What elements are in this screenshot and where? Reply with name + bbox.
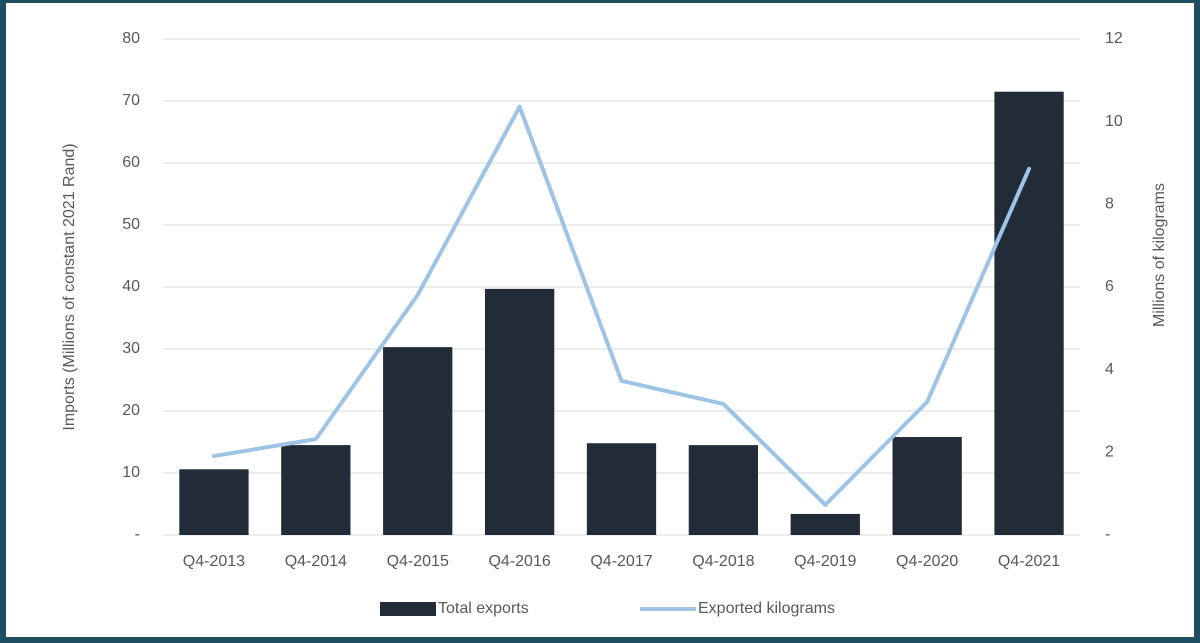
y-tick-label: 20: [122, 402, 140, 419]
legend-swatch: [380, 602, 436, 616]
line: [211, 104, 1032, 507]
x-tick-label: Q4-2019: [794, 553, 856, 570]
bar: [892, 437, 962, 535]
y2-tick-label: 4: [1105, 361, 1114, 378]
x-tick-label: Q4-2018: [692, 553, 754, 570]
bar: [586, 443, 657, 535]
legend-label: Total exports: [438, 600, 529, 617]
x-tick-label: Q4-2020: [896, 553, 958, 570]
y2-axis-label: Millions of kilograms: [1151, 183, 1168, 327]
y-tick-label: 10: [122, 464, 140, 481]
x-tick-label: Q4-2015: [387, 553, 449, 570]
y-tick-label: 80: [122, 30, 140, 47]
y-tick-label: 30: [122, 340, 140, 357]
y2-tick-label: 2: [1105, 444, 1114, 461]
x-tick-label: Q4-2017: [590, 553, 652, 570]
bar: [281, 445, 351, 535]
x-tick-label: Q4-2013: [183, 553, 245, 570]
y-tick-label: 50: [122, 216, 140, 233]
bar: [383, 347, 453, 535]
y-tick-label: 40: [122, 278, 140, 295]
bar: [994, 91, 1064, 535]
bar: [790, 513, 860, 535]
x-tick-label: Q4-2021: [998, 553, 1060, 570]
y2-tick-label: -: [1105, 526, 1110, 543]
x-tick-label: Q4-2014: [285, 553, 347, 570]
y-axis-label: Imports (Millions of constant 2021 Rand): [61, 143, 78, 430]
y2-tick-label: 12: [1105, 30, 1123, 47]
y-tick-label: 70: [122, 92, 140, 109]
legend-label: Exported kilograms: [698, 600, 835, 617]
bar: [688, 445, 759, 535]
y2-tick-label: 6: [1105, 278, 1114, 295]
y2-tick-label: 8: [1105, 196, 1114, 213]
y-tick-label: -: [135, 526, 140, 543]
y-tick-label: 60: [122, 154, 140, 171]
x-tick-label: Q4-2016: [488, 553, 550, 570]
bar: [179, 469, 249, 535]
bar: [484, 288, 555, 535]
y2-tick-label: 10: [1105, 113, 1123, 130]
